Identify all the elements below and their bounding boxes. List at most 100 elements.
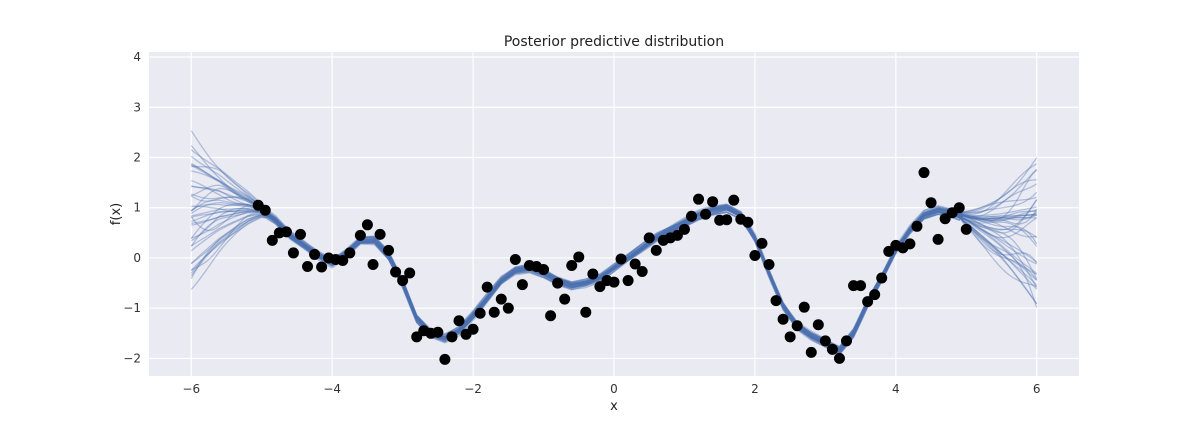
posterior-sample-line (190, 209, 1038, 355)
observation-point (643, 232, 655, 244)
observation-point (294, 228, 306, 240)
observation-point (383, 244, 395, 256)
observation-point (309, 248, 321, 260)
observation-point (819, 335, 831, 347)
observation-point (615, 253, 627, 265)
posterior-sample-line (190, 206, 1037, 353)
observation-point (876, 272, 888, 284)
y-tick-label: −2 (123, 351, 141, 365)
posterior-sample-line (190, 211, 1038, 356)
observation-point (316, 261, 328, 273)
observation-point (749, 249, 761, 261)
posterior-sample-line (191, 199, 1038, 350)
observation-point (467, 323, 479, 335)
x-tick-label: −4 (323, 382, 341, 396)
x-tick-labels: −6 −4 −2 0 2 4 6 (182, 382, 1040, 396)
y-tick-label: 3 (133, 100, 141, 114)
observation-point (516, 279, 528, 291)
observation-point (432, 326, 444, 338)
observation-point (488, 306, 500, 318)
observation-point (636, 266, 648, 278)
observation-point (354, 229, 366, 241)
posterior-sample-line (190, 196, 1037, 354)
posterior-sample-line (191, 209, 1038, 351)
observation-point (374, 228, 386, 240)
observation-point (700, 208, 712, 220)
observation-point (495, 293, 507, 305)
x-tick-label: 4 (892, 382, 900, 396)
observation-point (502, 302, 514, 314)
observation-point (770, 295, 782, 307)
observation-point (280, 226, 292, 238)
observation-point (453, 315, 465, 327)
x-tick-label: 2 (751, 382, 759, 396)
observation-point (784, 331, 796, 343)
chart-title: Posterior predictive distribution (504, 34, 724, 50)
x-tick-label: 6 (1033, 382, 1041, 396)
y-axis-label: f(x) (109, 203, 124, 225)
y-tick-label: −1 (123, 301, 141, 315)
observation-point (678, 223, 690, 235)
observation-point (693, 193, 705, 205)
posterior-sample-line (190, 207, 1037, 353)
observation-point (439, 353, 451, 365)
posterior-sample-line (190, 207, 1037, 352)
observation-point (266, 234, 278, 246)
observation-point (545, 310, 557, 322)
observation-point (756, 237, 768, 249)
observation-point (826, 343, 838, 355)
observation-point (587, 268, 599, 280)
observation-point (742, 216, 754, 228)
observation-point (855, 280, 867, 292)
observation-point (361, 219, 373, 231)
observation-point (622, 275, 634, 287)
observation-point (918, 167, 930, 179)
y-tick-labels: −2 −1 0 1 2 3 4 (123, 50, 141, 365)
observation-point (481, 281, 493, 293)
observation-point (337, 254, 349, 266)
observation-point (932, 233, 944, 245)
y-tick-label: 4 (133, 50, 141, 64)
observation-point (390, 266, 402, 278)
observation-point (566, 259, 578, 271)
posterior-sample-line (191, 205, 1038, 353)
observation-point (953, 202, 965, 214)
observation-point (404, 267, 416, 279)
observation-point (707, 196, 719, 208)
x-axis-label: x (610, 399, 618, 414)
observation-point (552, 277, 564, 289)
observation-point (509, 253, 521, 265)
observation-point (367, 258, 379, 270)
observation-point (728, 194, 740, 206)
observation-point (869, 289, 881, 301)
observation-point (812, 319, 824, 331)
observation-point (302, 260, 314, 272)
observation-point (841, 335, 852, 347)
observation-point (777, 313, 789, 325)
posterior-sample-line (191, 210, 1038, 355)
observation-point (650, 244, 662, 256)
observation-point (474, 307, 486, 319)
y-tick-label: 2 (133, 150, 141, 164)
x-tick-label: 0 (610, 382, 618, 396)
x-tick-label: −2 (464, 382, 482, 396)
observation-point (805, 346, 817, 358)
grid-lines (149, 52, 1079, 376)
observation-point (798, 301, 810, 313)
observation-point (911, 220, 923, 232)
observation-point (960, 223, 972, 235)
observation-point (862, 296, 874, 308)
observation-points (252, 167, 972, 365)
observation-point (573, 251, 585, 263)
observation-point (608, 276, 620, 288)
y-tick-label: 1 (133, 201, 141, 215)
observation-point (686, 210, 697, 222)
x-tick-label: −6 (182, 382, 200, 396)
observation-point (287, 247, 299, 259)
y-tick-label: 0 (133, 251, 141, 265)
observation-point (538, 264, 550, 276)
observation-point (833, 352, 845, 364)
observation-point (763, 258, 775, 270)
observation-point (259, 204, 271, 216)
observation-point (721, 214, 733, 226)
